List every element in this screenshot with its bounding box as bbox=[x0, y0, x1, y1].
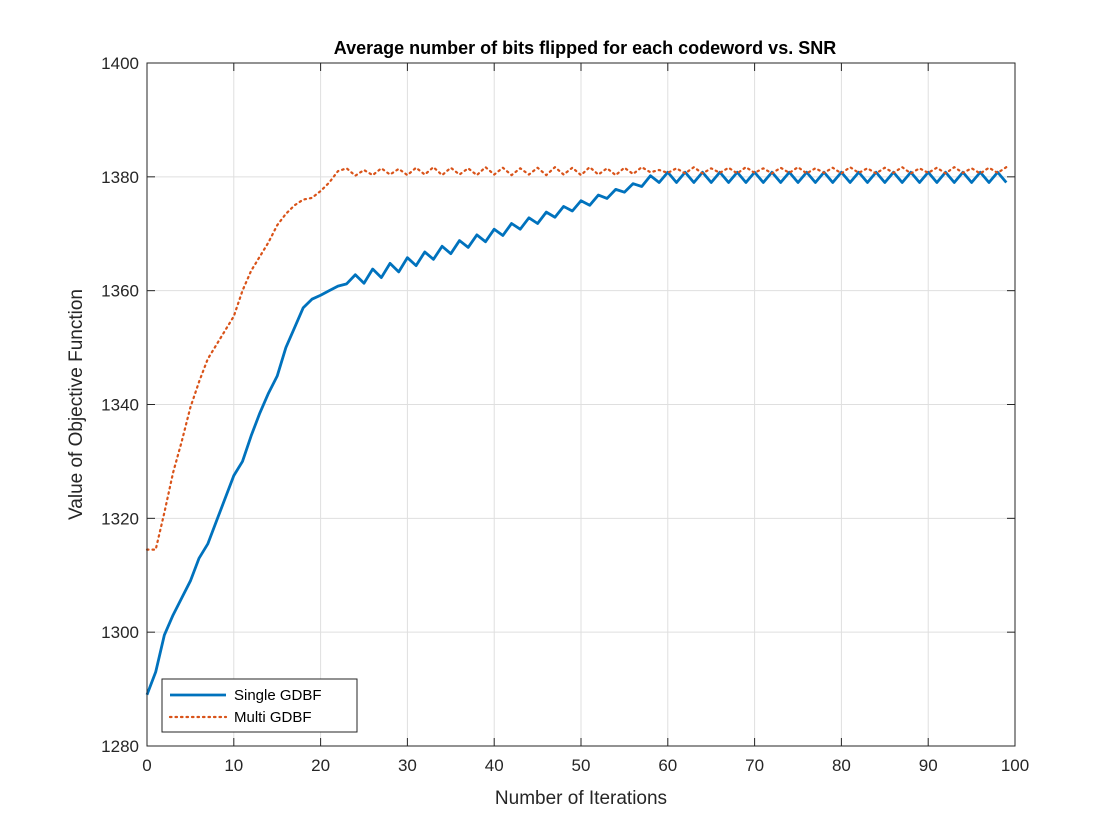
x-tick-label: 50 bbox=[572, 756, 591, 775]
x-axis-title: Number of Iterations bbox=[495, 788, 667, 809]
chart-title: Average number of bits flipped for each … bbox=[334, 38, 836, 58]
legend-label: Single GDBF bbox=[234, 687, 322, 704]
x-tick-label: 90 bbox=[919, 756, 938, 775]
legend-items: Single GDBF Multi GDBF bbox=[168, 687, 322, 726]
grid bbox=[147, 63, 1015, 746]
series-line-single-gdbf bbox=[145, 170, 1008, 696]
y-tick-label: 1280 bbox=[101, 737, 139, 756]
axis-ticks bbox=[146, 62, 1016, 747]
series-lines bbox=[145, 166, 1008, 696]
series-line-multi-gdbf bbox=[145, 166, 1008, 551]
y-tick-label: 1300 bbox=[101, 623, 139, 642]
x-tick-label: 30 bbox=[398, 756, 417, 775]
legend-box bbox=[161, 678, 358, 733]
y-tick-label: 1360 bbox=[101, 282, 139, 301]
y-axis-title: Value of Objective Function bbox=[66, 289, 87, 520]
legend: Single GDBF Multi GDBF bbox=[161, 678, 358, 733]
y-tick-label: 1380 bbox=[101, 168, 139, 187]
y-tick-label: 1340 bbox=[101, 396, 139, 415]
plot-area bbox=[145, 62, 1016, 747]
x-tick-label: 70 bbox=[745, 756, 764, 775]
x-tick-label: 20 bbox=[311, 756, 330, 775]
x-tick-label: 60 bbox=[658, 756, 677, 775]
y-tick-label: 1320 bbox=[101, 509, 139, 528]
x-tick-label: 10 bbox=[224, 756, 243, 775]
x-tick-label: 40 bbox=[485, 756, 504, 775]
legend-label: Multi GDBF bbox=[234, 709, 312, 726]
y-tick-label: 1400 bbox=[101, 54, 139, 73]
x-tick-label: 0 bbox=[142, 756, 151, 775]
x-tick-label: 80 bbox=[832, 756, 851, 775]
x-tick-label: 100 bbox=[1001, 756, 1029, 775]
